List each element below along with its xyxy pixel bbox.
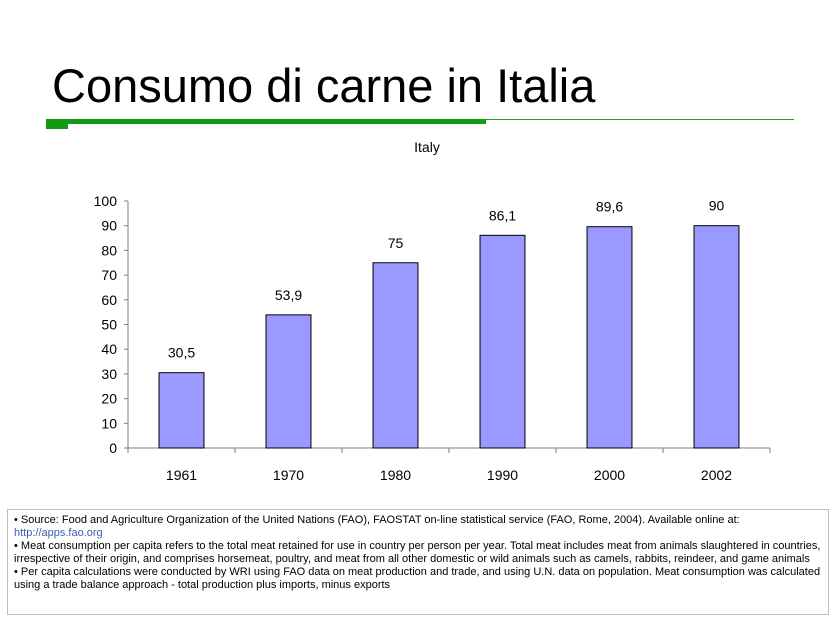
bar-value-label: 30,5 (168, 345, 195, 361)
value-labels: 30,5 53,9 75 86,1 89,6 90 (168, 198, 725, 361)
source-notes: • Source: Food and Agriculture Organizat… (7, 509, 829, 615)
slide-title: Consumo di carne in Italia (52, 59, 596, 112)
y-tick-label: 0 (109, 440, 117, 456)
y-tick-label: 40 (101, 341, 117, 357)
bar (265, 314, 312, 449)
y-tick-label: 50 (101, 317, 117, 333)
y-tick-label: 100 (94, 193, 118, 209)
y-tick-label: 30 (101, 366, 117, 382)
y-axis: 0 10 20 30 40 50 60 70 80 90 100 (94, 193, 129, 456)
bar-chart: Italy 0 10 20 30 40 50 60 70 80 90 100 1961 1970 198… (94, 139, 771, 483)
bar (693, 225, 740, 449)
note-meat-definition: • Meat consumption per capita refers to … (14, 540, 821, 565)
x-tick-label: 2000 (594, 467, 625, 483)
x-tick-label: 1970 (273, 467, 304, 483)
y-tick-label: 20 (101, 391, 117, 407)
x-tick-label: 2002 (701, 467, 732, 483)
bar (158, 372, 205, 449)
x-tick-label: 1961 (166, 467, 197, 483)
y-tick-label: 70 (101, 267, 117, 283)
y-tick-label: 60 (101, 292, 117, 308)
bar (479, 234, 526, 449)
bar-value-label: 53,9 (275, 287, 302, 303)
bar (372, 262, 419, 449)
note-per-capita-method: • Per capita calculations were conducted… (14, 566, 821, 591)
bar (586, 226, 633, 449)
x-axis: 1961 1970 1980 1990 2000 2002 (127, 447, 771, 483)
bar-value-label: 86,1 (489, 207, 516, 223)
bar-value-label: 90 (709, 198, 725, 214)
y-tick-label: 80 (101, 242, 117, 258)
bar-value-label: 89,6 (596, 199, 623, 215)
title-underline-thick (46, 119, 486, 124)
chart-title: Italy (414, 139, 440, 155)
note-source-text: • Source: Food and Agriculture Organizat… (14, 514, 740, 526)
bar-value-label: 75 (388, 235, 404, 251)
x-tick-label: 1990 (487, 467, 518, 483)
y-tick-label: 10 (101, 415, 117, 431)
title-underline-stub (46, 119, 68, 129)
x-tick-label: 1980 (380, 467, 411, 483)
note-source: • Source: Food and Agriculture Organizat… (14, 514, 822, 540)
fao-link[interactable]: http://apps.fao.org (14, 527, 103, 539)
bars (158, 225, 740, 449)
y-tick-label: 90 (101, 218, 117, 234)
